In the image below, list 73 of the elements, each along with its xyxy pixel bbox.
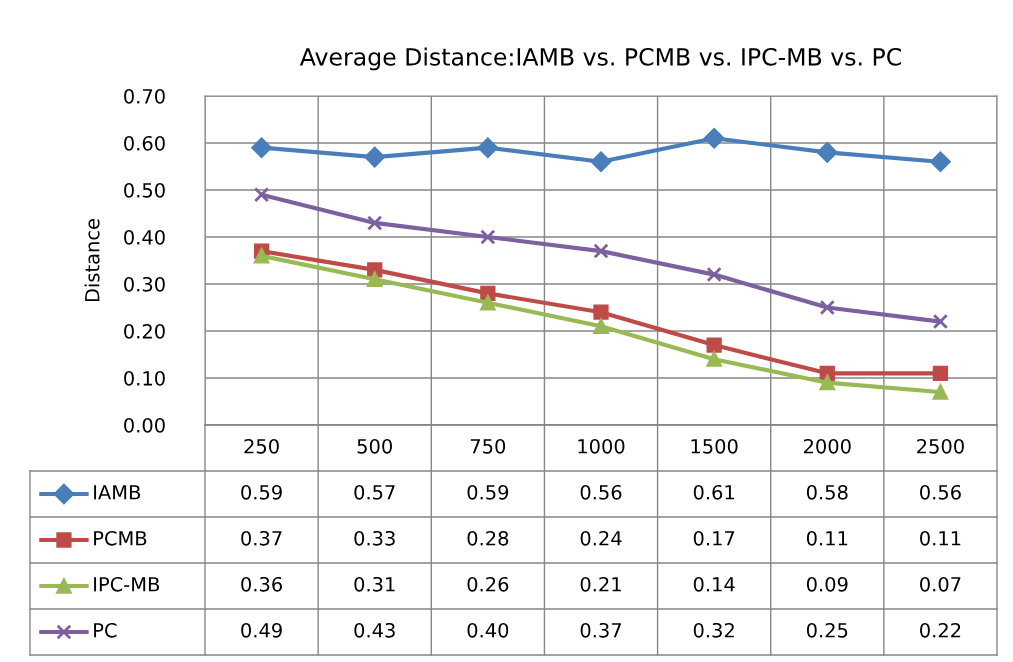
point: [930, 151, 951, 173]
y-tick-label: 0.00: [124, 417, 165, 433]
point: [593, 318, 609, 334]
point: [706, 266, 722, 283]
data-label: 0.25: [806, 622, 848, 638]
data-label: 0.26: [467, 576, 509, 592]
y-tick-label: 0.60: [124, 135, 165, 151]
point: [932, 313, 949, 330]
y-tick-label: 0.10: [124, 370, 165, 386]
data-label: 0.17: [693, 530, 735, 546]
data-label: 0.59: [467, 484, 509, 500]
point: [817, 142, 838, 163]
data-label: 0.32: [693, 622, 734, 638]
point: [253, 187, 270, 203]
data-label: 0.07: [920, 576, 961, 592]
point: [706, 351, 722, 367]
point: [480, 295, 496, 311]
point: [364, 146, 385, 168]
point: [593, 243, 609, 259]
point: [593, 304, 609, 320]
chart-title: Average Distance:IAMB vs. PCMB vs. IPC-MB vs. PC: [299, 47, 901, 71]
data-label: 0.31: [354, 576, 395, 592]
point: [819, 299, 835, 316]
point: [480, 229, 496, 245]
data-label: 0.57: [354, 484, 395, 500]
x-tick-label: 250: [244, 438, 279, 454]
y-tick-label: 0.70: [124, 88, 165, 104]
data-label: 0.43: [354, 622, 395, 638]
data-label: 0.37: [580, 622, 621, 638]
point: [477, 137, 499, 158]
data-label: 0.40: [467, 622, 509, 638]
legend-label: PCMB: [94, 530, 147, 546]
data-label: 0.22: [920, 622, 961, 638]
y-tick-label: 0.40: [124, 229, 165, 245]
legend-label: IAMB: [94, 485, 140, 500]
legend-label: PC: [94, 622, 117, 638]
point: [251, 137, 272, 158]
y-tick-label: 0.20: [124, 323, 165, 339]
x-tick-label: 2500: [917, 438, 964, 454]
point: [932, 384, 949, 400]
data-label: 0.37: [241, 530, 282, 546]
data-label: 0.11: [806, 530, 848, 546]
data-label: 0.24: [580, 530, 622, 546]
data-label: 0.59: [241, 484, 282, 500]
data-label: 0.58: [806, 484, 848, 500]
data-label: 0.61: [693, 484, 734, 500]
point: [253, 248, 270, 264]
data-label: 0.11: [920, 530, 961, 546]
x-tick-label: 1500: [691, 438, 738, 454]
point: [367, 271, 383, 287]
data-label: 0.56: [580, 484, 622, 500]
data-label: 0.21: [580, 576, 621, 592]
point: [819, 375, 835, 391]
x-tick-label: 750: [470, 438, 506, 454]
y-tick-label: 0.30: [124, 276, 165, 292]
point: [703, 128, 725, 149]
data-label: 0.14: [693, 576, 735, 592]
y-axis-title: Distance: [84, 219, 100, 302]
x-tick-label: 1000: [578, 438, 625, 454]
data-label: 0.36: [241, 576, 282, 592]
data-label: 0.09: [806, 576, 848, 592]
y-tick-label: 0.50: [124, 182, 165, 198]
point: [590, 151, 612, 173]
point: [706, 337, 722, 353]
point: [932, 365, 949, 381]
x-tick-label: 500: [357, 438, 392, 454]
data-label: 0.56: [920, 484, 961, 500]
data-label: 0.49: [241, 622, 282, 638]
legend-label: IPC-MB: [94, 576, 160, 592]
data-label: 0.28: [467, 530, 509, 546]
x-tick-label: 2000: [803, 438, 851, 454]
data-label: 0.33: [354, 530, 395, 546]
point: [367, 215, 383, 231]
